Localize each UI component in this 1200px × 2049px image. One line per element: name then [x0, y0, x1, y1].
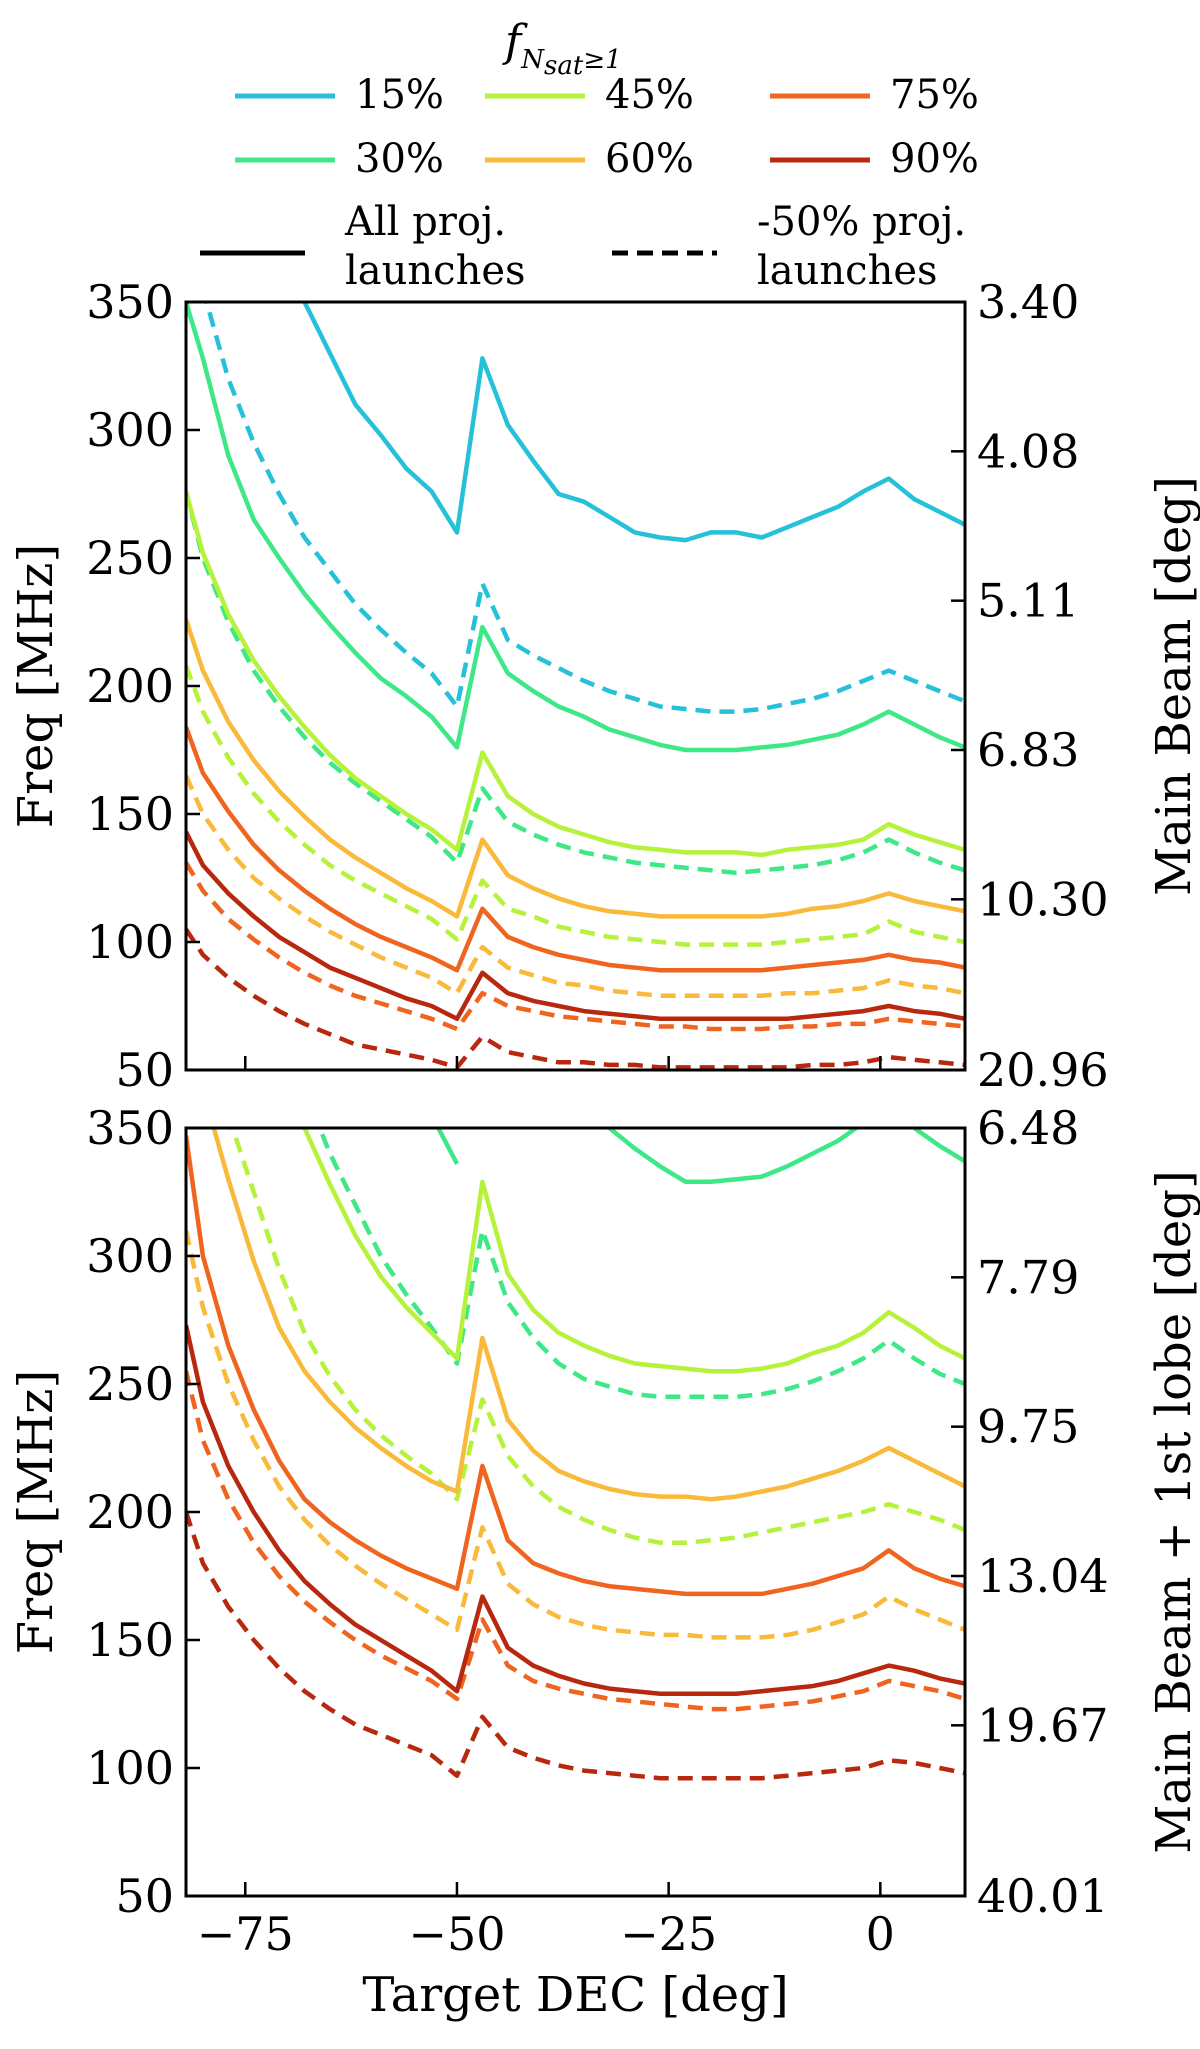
series-line-0: [435, 1128, 965, 1185]
series-line-8: [186, 726, 965, 973]
ytick-right-label: 19.67: [977, 1698, 1109, 1752]
ytick-label: 150: [86, 1613, 174, 1667]
ytick-right-label: 6.48: [977, 1101, 1079, 1155]
series-line-1: [317, 1128, 965, 1400]
legend-style-line1-1: -50% proj.: [757, 199, 966, 245]
ylabel: Freq [MHz]: [8, 1370, 64, 1654]
ytick-label: 50: [115, 1869, 174, 1923]
chart-panel-top: 50 100 150 200 250 300 350 3.40 4.08 5.11 6.83 10.3…: [8, 275, 1200, 1097]
series-line-5: [186, 1229, 965, 1640]
plot-frame: [184, 1126, 967, 1898]
legend-label-2: 75%: [890, 72, 979, 118]
ylabel-right: Main Beam [deg]: [1146, 476, 1200, 896]
legend-style-entries: All proj.launches-50% proj.launches: [200, 199, 966, 294]
ytick-right-label: 3.40: [977, 275, 1079, 329]
series-line-4: [211, 1128, 965, 1502]
ytick-right-label: 20.96: [977, 1043, 1109, 1097]
legend-style-line1-0: All proj.: [344, 199, 506, 245]
ytick-label: 200: [86, 1485, 174, 1539]
legend-label-0: 15%: [355, 72, 444, 118]
legend-title: fNsat≥1: [502, 16, 622, 81]
series-line-6: [186, 1135, 965, 1597]
series-line-10: [186, 830, 965, 1022]
series-group: [186, 302, 965, 1070]
legend-percent-entries: 15% 45% 75% 30% 60% 90%: [235, 72, 979, 182]
legend-label-4: 60%: [605, 136, 694, 182]
xlabel: Target DEC [deg]: [362, 1967, 788, 2023]
series-line-1: [204, 302, 965, 714]
legend-label-1: 45%: [605, 72, 694, 118]
series-line-2: [186, 302, 965, 753]
legend-label-3: 30%: [355, 136, 444, 182]
ytick-label: 350: [86, 1101, 174, 1155]
legend-style-line2-1: launches: [757, 248, 938, 294]
chart-panel-bottom: 50 100 150 200 250 300 350 6.48 7.79 9.75 13.04 19.…: [8, 1101, 1200, 2023]
xtick-label: −50: [408, 1907, 505, 1961]
ytick-right-label: 9.75: [977, 1400, 1079, 1454]
ytick-label: 100: [86, 915, 174, 969]
ytick-label: 300: [86, 1229, 174, 1283]
ytick-right-label: 10.30: [977, 872, 1109, 926]
series-line-5: [186, 664, 965, 947]
series-line-7: [186, 1370, 965, 1712]
xtick-label: 0: [866, 1907, 895, 1961]
series-line-6: [186, 618, 965, 919]
legend-style-line2-0: launches: [345, 248, 526, 294]
ytick-right-label: 5.11: [977, 574, 1079, 628]
series-line-11: [186, 927, 965, 1070]
ytick-right-label: 6.83: [977, 723, 1079, 777]
ytick-label: 150: [86, 787, 174, 841]
legend: fNsat≥1 15% 45% 75%30% 60% 90% All proj.laun…: [200, 16, 979, 294]
series-line-7: [186, 774, 965, 999]
ytick-label: 350: [86, 275, 174, 329]
ytick-right-label: 7.79: [977, 1250, 1079, 1304]
ylabel-right: Main Beam + 1st lobe [deg]: [1146, 1170, 1200, 1854]
xtick-label: −75: [197, 1907, 294, 1961]
series-line-3: [230, 1128, 965, 1545]
ytick-right-label: 13.04: [977, 1549, 1109, 1603]
xtick-label: −25: [620, 1907, 717, 1961]
ytick-label: 200: [86, 659, 174, 713]
ylabel: Freq [MHz]: [8, 544, 64, 828]
ytick-label: 300: [86, 403, 174, 457]
ytick-right-label: 40.01: [977, 1869, 1109, 1923]
ytick-label: 50: [115, 1043, 174, 1097]
series-line-0: [301, 302, 965, 543]
series-group: [186, 1128, 965, 1781]
series-line-4: [186, 490, 965, 858]
legend-label-5: 90%: [890, 136, 979, 182]
series-line-9: [186, 1511, 965, 1781]
series-line-8: [186, 1324, 965, 1697]
series-line-2: [302, 1128, 965, 1374]
ytick-label: 100: [86, 1741, 174, 1795]
legend-title-subscript: N: [520, 45, 545, 75]
legend-title-suffix: ≥1: [583, 45, 621, 75]
ytick-right-label: 4.08: [977, 424, 1079, 478]
ytick-label: 250: [86, 1357, 174, 1411]
series-line-9: [186, 861, 965, 1032]
legend-title-subscript2: sat: [544, 51, 584, 81]
ytick-label: 250: [86, 531, 174, 585]
